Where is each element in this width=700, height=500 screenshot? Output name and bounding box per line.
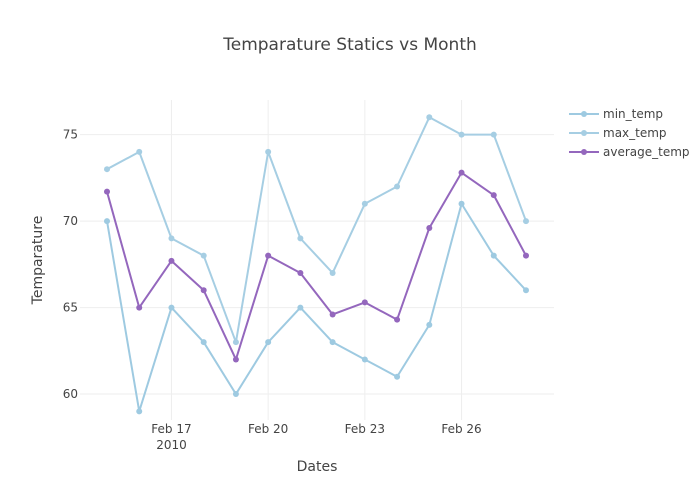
data-point-average_temp[interactable] [458,169,465,176]
y-axis-title: Temparature [30,216,46,306]
data-point-min_temp[interactable] [168,304,175,311]
legend-swatch-marker [581,130,587,136]
data-point-max_temp[interactable] [490,131,497,138]
data-point-average_temp[interactable] [104,188,110,195]
legend[interactable]: min_temp max_temp average_temp [569,107,690,159]
legend-label: min_temp [603,107,663,121]
data-point-max_temp[interactable] [168,235,175,242]
data-point-average_temp[interactable] [232,356,239,363]
series-line-max_temp [106,116,527,344]
data-point-min_temp[interactable] [523,287,529,294]
data-point-average_temp[interactable] [265,252,272,259]
data-point-max_temp[interactable] [458,131,465,138]
data-point-max_temp[interactable] [136,148,143,155]
data-point-average_temp[interactable] [426,225,433,231]
legend-swatch-marker [581,111,587,117]
data-point-max_temp[interactable] [394,183,401,190]
data-point-average_temp[interactable] [200,287,207,294]
x-tick-label: Feb 26 [441,422,481,436]
y-tick-label: 60 [63,387,78,401]
legend-label: max_temp [603,126,667,140]
data-point-min_temp[interactable] [490,252,497,259]
x-tick-label: Feb 23 [345,422,385,436]
data-point-min_temp[interactable] [104,218,110,225]
axis-layer: 60 65 70 75 Feb 17 2010 Feb 20 Feb 23 Feb 26 [63,128,482,452]
y-tick-label: 75 [63,128,78,142]
legend-label: average_temp [603,145,690,159]
series-min_temp [104,200,529,415]
series-average_temp [104,169,529,363]
data-point-min_temp[interactable] [426,321,433,328]
data-point-average_temp[interactable] [490,192,497,199]
data-point-average_temp[interactable] [523,252,529,259]
series-line-min_temp [106,202,527,413]
data-point-min_temp[interactable] [394,373,401,380]
data-point-max_temp[interactable] [361,200,368,207]
data-point-average_temp[interactable] [329,311,336,318]
x-tick-label: Feb 17 [151,422,191,436]
series-line-average_temp [106,171,527,361]
data-point-min_temp[interactable] [200,339,207,346]
data-point-max_temp[interactable] [523,218,529,225]
series-layer [104,114,529,415]
data-point-max_temp[interactable] [265,148,272,155]
y-tick-label: 70 [63,214,78,228]
data-point-average_temp[interactable] [136,304,143,311]
y-tick-label: 65 [63,301,78,315]
legend-item-max_temp[interactable]: max_temp [569,126,667,140]
series-max_temp [104,114,529,346]
data-point-max_temp[interactable] [329,269,336,276]
data-point-min_temp[interactable] [297,304,304,311]
x-axis-title: Dates [297,459,338,475]
legend-item-average_temp[interactable]: average_temp [569,145,690,159]
data-point-min_temp[interactable] [329,339,336,346]
data-point-average_temp[interactable] [394,316,401,323]
data-point-average_temp[interactable] [361,299,368,306]
x-tick-label: Feb 20 [248,422,288,436]
legend-swatch-marker [581,149,587,155]
data-point-min_temp[interactable] [458,200,465,207]
data-point-max_temp[interactable] [232,339,239,346]
data-point-min_temp[interactable] [232,391,239,398]
data-point-max_temp[interactable] [426,114,433,121]
data-point-average_temp[interactable] [168,257,175,264]
legend-item-min_temp[interactable]: min_temp [569,107,663,121]
data-point-max_temp[interactable] [104,166,110,173]
data-point-max_temp[interactable] [297,235,304,242]
data-point-max_temp[interactable] [200,252,207,259]
data-point-min_temp[interactable] [265,339,272,346]
data-point-min_temp[interactable] [136,408,143,415]
x-tick-sublabel: 2010 [156,438,187,452]
chart-title: Temparature Statics vs Month [222,35,477,55]
data-point-min_temp[interactable] [361,356,368,363]
data-point-average_temp[interactable] [297,269,304,276]
